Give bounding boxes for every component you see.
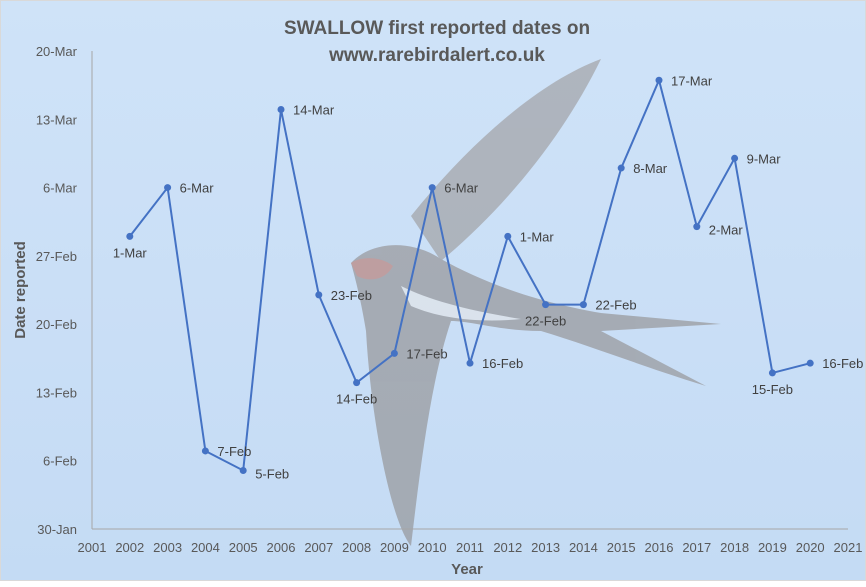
data-label: 23-Feb bbox=[331, 288, 372, 303]
data-point bbox=[693, 223, 701, 231]
x-tick-label: 2020 bbox=[796, 540, 825, 555]
y-tick-label: 20-Mar bbox=[36, 44, 78, 59]
data-point bbox=[315, 291, 323, 299]
data-label: 14-Feb bbox=[336, 392, 377, 407]
x-tick-label: 2012 bbox=[493, 540, 522, 555]
data-point bbox=[617, 164, 625, 172]
data-point bbox=[768, 369, 776, 377]
chart-title-line-1: SWALLOW first reported dates on bbox=[284, 18, 590, 39]
swallow-background-image bbox=[351, 59, 721, 546]
data-point bbox=[579, 301, 587, 309]
x-tick-label: 2015 bbox=[607, 540, 636, 555]
data-point bbox=[201, 447, 209, 455]
x-tick-label: 2019 bbox=[758, 540, 787, 555]
x-tick-label: 2003 bbox=[153, 540, 182, 555]
data-point bbox=[466, 359, 474, 367]
data-point bbox=[126, 232, 134, 240]
data-label: 9-Mar bbox=[747, 151, 782, 166]
data-point bbox=[239, 466, 247, 474]
y-tick-label: 13-Mar bbox=[36, 112, 78, 127]
x-tick-label: 2014 bbox=[569, 540, 598, 555]
data-label: 17-Mar bbox=[671, 73, 713, 88]
x-tick-label: 2009 bbox=[380, 540, 409, 555]
data-label: 15-Feb bbox=[752, 382, 793, 397]
chart-title-line-2: www.rarebirdalert.co.uk bbox=[328, 45, 545, 66]
y-tick-label: 6-Feb bbox=[43, 454, 77, 469]
data-point bbox=[428, 184, 436, 192]
data-label: 1-Mar bbox=[113, 245, 148, 260]
x-tick-label: 2002 bbox=[115, 540, 144, 555]
data-point bbox=[353, 379, 361, 387]
x-tick-label: 2017 bbox=[682, 540, 711, 555]
x-tick-label: 2016 bbox=[645, 540, 674, 555]
x-tick-label: 2007 bbox=[304, 540, 333, 555]
x-tick-label: 2005 bbox=[229, 540, 258, 555]
data-label: 8-Mar bbox=[633, 161, 668, 176]
data-point bbox=[390, 349, 398, 357]
x-tick-label: 2021 bbox=[834, 540, 863, 555]
data-label: 1-Mar bbox=[520, 229, 555, 244]
x-tick-label: 2004 bbox=[191, 540, 220, 555]
data-label: 2-Mar bbox=[709, 223, 744, 238]
x-tick-label: 2008 bbox=[342, 540, 371, 555]
y-tick-label: 6-Mar bbox=[43, 181, 78, 196]
x-tick-label: 2011 bbox=[456, 540, 484, 555]
y-tick-label: 27-Feb bbox=[36, 249, 77, 264]
x-tick-label: 2013 bbox=[531, 540, 560, 555]
data-point bbox=[655, 76, 663, 84]
x-tick-label: 2010 bbox=[418, 540, 447, 555]
y-tick-label: 30-Jan bbox=[37, 522, 77, 537]
data-label: 16-Feb bbox=[822, 356, 863, 371]
data-point bbox=[164, 184, 172, 192]
data-point bbox=[277, 106, 285, 114]
data-label: 7-Feb bbox=[217, 444, 251, 459]
data-point bbox=[806, 359, 814, 367]
data-label: 14-Mar bbox=[293, 103, 335, 118]
y-tick-label: 13-Feb bbox=[36, 385, 77, 400]
x-tick-label: 2006 bbox=[267, 540, 296, 555]
data-label: 6-Mar bbox=[180, 181, 215, 196]
data-point bbox=[504, 232, 512, 240]
data-point bbox=[542, 301, 550, 309]
y-tick-label: 20-Feb bbox=[36, 317, 77, 332]
data-label: 5-Feb bbox=[255, 466, 289, 481]
x-axis-title: Year bbox=[451, 561, 483, 578]
y-axis-title: Date reported bbox=[12, 241, 29, 339]
data-point bbox=[731, 154, 739, 162]
data-label: 22-Feb bbox=[525, 314, 566, 329]
data-label: 17-Feb bbox=[406, 346, 447, 361]
data-label: 6-Mar bbox=[444, 181, 479, 196]
x-tick-label: 2001 bbox=[78, 540, 107, 555]
x-tick-label: 2018 bbox=[720, 540, 749, 555]
data-label: 16-Feb bbox=[482, 356, 523, 371]
data-label: 22-Feb bbox=[595, 298, 636, 313]
